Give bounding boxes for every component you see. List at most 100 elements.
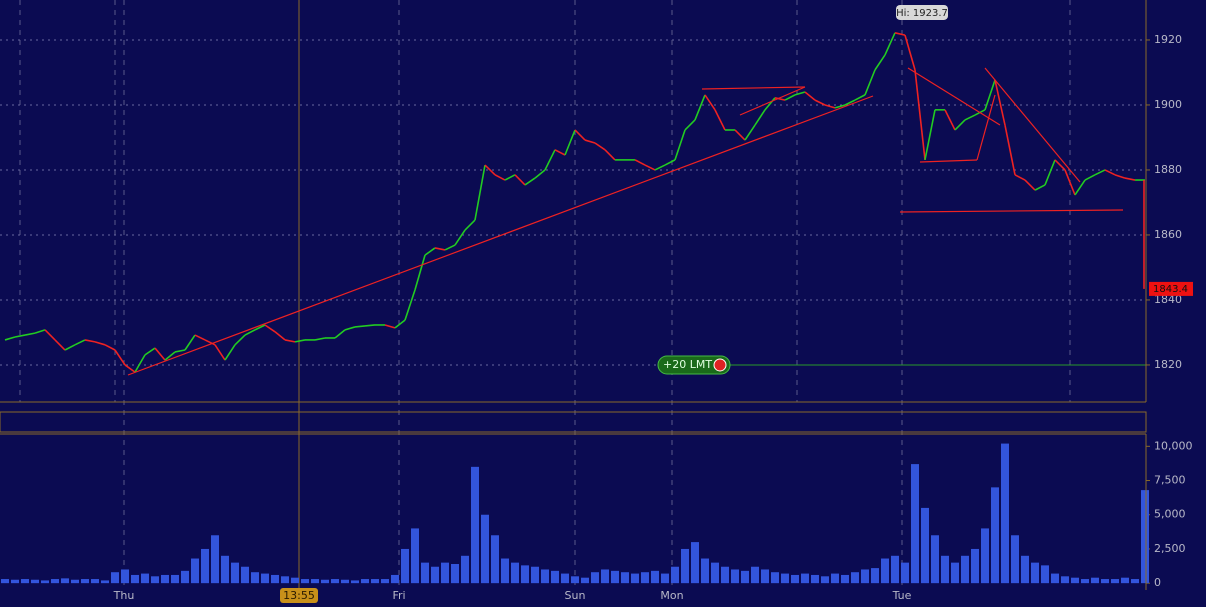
volume-bar — [401, 548, 409, 584]
price-segment — [794, 91, 806, 96]
price-segment — [314, 337, 326, 341]
price-segment — [774, 97, 786, 101]
x-tick-label: Mon — [660, 589, 683, 602]
volume-bar — [21, 579, 29, 584]
price-segment — [714, 109, 726, 131]
extra-grid — [19, 0, 1071, 402]
price-segment — [694, 94, 706, 121]
price-segment — [334, 329, 346, 339]
price-segment — [164, 351, 176, 361]
volume-bar — [531, 566, 539, 584]
volume-bar — [381, 579, 389, 584]
volume-bar — [1091, 577, 1099, 584]
y-tick-label: 1820 — [1154, 358, 1182, 371]
price-segment — [454, 229, 466, 246]
volume-bar — [351, 580, 359, 584]
volume-bar — [501, 558, 509, 584]
price-segment — [154, 347, 166, 361]
volume-bar — [811, 574, 819, 584]
last-price: 1843.4 — [1153, 284, 1188, 295]
volume-bar — [111, 572, 119, 584]
volume-bar — [961, 555, 969, 584]
price-segment — [254, 324, 266, 331]
volume-bar — [1131, 579, 1139, 584]
price-segment — [294, 339, 306, 343]
order-tag[interactable] — [657, 355, 731, 375]
order-cancel[interactable] — [713, 358, 727, 372]
volume-bar — [221, 555, 229, 584]
price-segment — [734, 129, 746, 141]
volume-bar — [661, 573, 669, 584]
volume-bar — [391, 574, 399, 584]
price-segment — [544, 149, 556, 171]
x-tick-label: Tue — [892, 589, 912, 602]
price-segment — [884, 32, 896, 56]
price-segment — [874, 54, 886, 71]
price-segment — [484, 164, 496, 176]
high-label: Hi: 1923.7 — [896, 8, 948, 19]
volume-bar — [371, 579, 379, 584]
last-price-bg — [1149, 281, 1193, 296]
volume-bar — [61, 578, 69, 584]
volume-bar — [711, 562, 719, 584]
price-segment — [474, 164, 486, 221]
volume-bar — [511, 562, 519, 584]
y-tick-label: 2,500 — [1154, 542, 1186, 555]
volume-bar — [281, 576, 289, 584]
price-segment — [634, 159, 646, 166]
volume-bar — [71, 579, 79, 584]
x-tick-label: Sun — [565, 589, 586, 602]
volume-bar — [191, 558, 199, 584]
volume-bar — [431, 566, 439, 584]
volume-bar — [451, 564, 459, 584]
volume-bar — [361, 579, 369, 584]
price-segment — [994, 79, 1006, 126]
price-segment — [54, 339, 66, 351]
volume-bar — [931, 535, 939, 584]
y-tick-label: 1920 — [1154, 33, 1182, 46]
price-segment — [844, 99, 856, 106]
price-segment — [1074, 179, 1086, 196]
volume-bar — [421, 562, 429, 584]
price-segment — [704, 94, 716, 111]
volume-bar — [801, 573, 809, 584]
price-segment — [654, 164, 666, 171]
price-segment — [234, 334, 246, 346]
cursor-label-bg — [280, 588, 318, 603]
price-segment — [584, 139, 596, 144]
volume-bar — [841, 574, 849, 584]
price-segment — [354, 325, 366, 328]
volume-bar — [231, 562, 239, 584]
volume-bar — [991, 487, 999, 584]
volume-bar — [771, 572, 779, 584]
volume-bar — [471, 466, 479, 584]
volume-bar — [1141, 490, 1149, 584]
volume-bar — [721, 566, 729, 584]
volume-bar — [701, 558, 709, 584]
y-tick-label: 1840 — [1154, 293, 1182, 306]
volume-bar — [601, 569, 609, 584]
volume-bar — [561, 573, 569, 584]
price-segment — [264, 324, 276, 333]
volume-bar — [891, 555, 899, 584]
price-segment — [284, 339, 296, 343]
volume-bar — [1, 579, 9, 584]
price-segment — [744, 124, 756, 141]
volume-bar — [11, 579, 19, 584]
price-segment — [644, 164, 656, 171]
price-segment — [84, 339, 96, 343]
price-segment — [954, 119, 966, 131]
price-segment — [94, 341, 106, 346]
volume-bar — [201, 548, 209, 584]
price-segment — [824, 104, 836, 109]
price-segment — [184, 334, 196, 351]
price-segment — [754, 109, 766, 126]
price-segment — [344, 326, 356, 331]
volume-bar — [1041, 565, 1049, 584]
volume-bar — [881, 558, 889, 584]
volume-bar — [851, 572, 859, 584]
price-segment — [224, 344, 236, 361]
volume-bar — [341, 579, 349, 584]
x-tick-label: Thu — [113, 589, 135, 602]
price-segment — [1094, 169, 1106, 176]
